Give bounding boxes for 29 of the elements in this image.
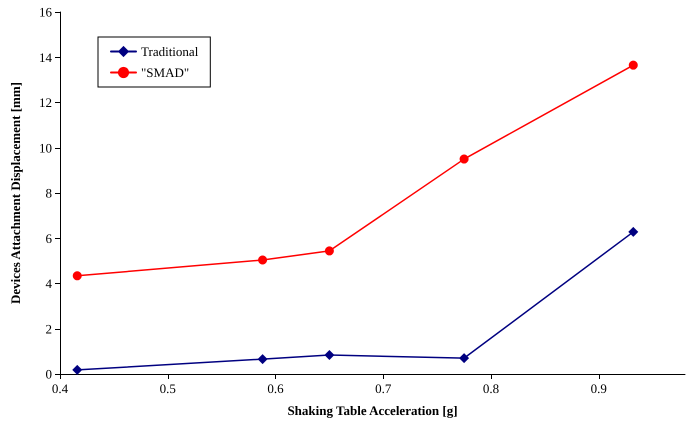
legend-label: Traditional	[141, 44, 199, 59]
point	[460, 154, 469, 164]
x-tick-label: 0.7	[375, 381, 392, 396]
y-tick-label: 0	[46, 366, 52, 382]
y-tick-label: 6	[46, 230, 52, 246]
x-tick-label: 0.9	[590, 381, 607, 396]
x-axis-title: Shaking Table Acceleration [g]	[287, 403, 458, 418]
point	[72, 271, 82, 280]
point	[628, 60, 638, 70]
point	[324, 246, 334, 256]
x-tick-label: 0.4	[52, 381, 69, 396]
legend-label: "SMAD"	[141, 65, 190, 80]
point	[459, 353, 470, 364]
y-tick-label: 12	[39, 95, 52, 110]
point	[72, 364, 82, 375]
point	[258, 255, 268, 264]
point	[628, 226, 638, 237]
x-tick-label: 0.8	[482, 381, 500, 396]
point	[258, 354, 268, 364]
y-axis-title: Devices Attachment Displacement [mm]	[8, 82, 23, 304]
x-tick-label: 0.6	[267, 381, 284, 396]
y-tick-label: 8	[46, 186, 52, 200]
y-tick-label: 2	[46, 321, 52, 336]
y-tick-label: 10	[39, 140, 52, 156]
y-tick-label: 4	[46, 276, 52, 291]
x-tick-label: 0.5	[160, 381, 176, 396]
point	[324, 350, 334, 360]
y-tick-label: 14	[39, 50, 52, 65]
y-tick-label: 16	[39, 4, 52, 20]
